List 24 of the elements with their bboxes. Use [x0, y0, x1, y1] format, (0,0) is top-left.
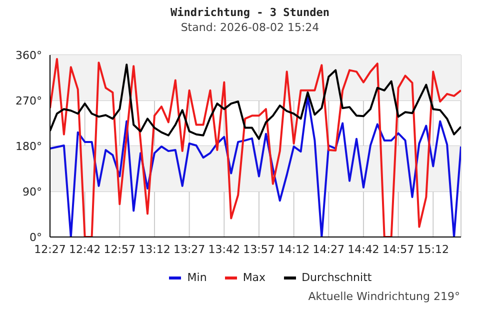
x-tick-label: 12:57	[104, 242, 136, 256]
x-tick-label: 14:57	[382, 242, 414, 256]
x-tick-label: 14:12	[278, 242, 310, 256]
x-tick-label: 12:27	[34, 242, 66, 256]
x-tick-label: 13:42	[208, 242, 240, 256]
legend-label: Min	[186, 271, 207, 284]
x-tick-label: 14:27	[312, 242, 344, 256]
y-tick-label: 360°	[16, 48, 42, 62]
x-tick-label: 12:42	[68, 242, 101, 256]
y-tick-label: 90°	[22, 185, 42, 198]
y-tick-label: 270°	[16, 94, 42, 108]
legend-label: Max	[242, 271, 266, 284]
line-series	[50, 58, 461, 237]
legend-label: Durchschnitt	[300, 271, 372, 284]
chart-title: Windrichtung - 3 Stunden	[170, 6, 330, 19]
x-tick-label: 14:42	[348, 242, 380, 256]
x-tick-label: 13:57	[243, 242, 275, 256]
x-tick-label: 13:12	[138, 242, 170, 256]
chart-subtitle: Stand: 2026-08-02 15:24	[180, 21, 320, 34]
text: Aktuelle Windrichtung 219°	[308, 290, 460, 303]
y-tick-label: 180°	[16, 140, 42, 153]
x-tick-label: 13:27	[173, 242, 206, 256]
x-tick-label: 15:12	[417, 242, 449, 256]
y-tick-label: 0°	[30, 230, 42, 244]
